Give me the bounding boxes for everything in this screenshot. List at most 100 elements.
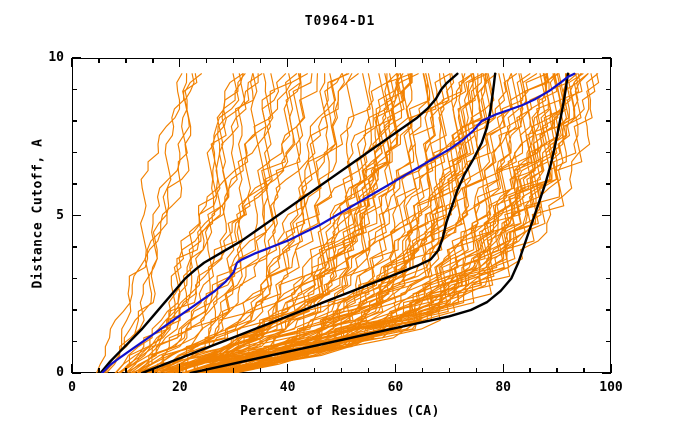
x-tick-top xyxy=(421,58,424,63)
y-tick-right xyxy=(606,120,611,122)
background-curve xyxy=(176,73,430,373)
background-curve xyxy=(214,73,528,373)
x-tick-bottom xyxy=(179,364,181,373)
background-curve xyxy=(209,73,547,373)
x-tick-bottom xyxy=(340,368,343,373)
background-curve xyxy=(151,73,359,373)
background-curve xyxy=(195,73,474,373)
x-tick-label: 20 xyxy=(171,380,188,395)
x-tick-bottom xyxy=(610,364,612,373)
y-tick-right xyxy=(606,246,611,248)
background-curve xyxy=(136,73,287,373)
y-tick-left xyxy=(72,214,81,217)
y-tick-right xyxy=(606,88,611,91)
y-tick-right xyxy=(606,183,611,185)
x-tick-top xyxy=(367,58,370,63)
y-tick-right xyxy=(606,151,611,154)
background-curve xyxy=(104,73,195,373)
background-curve xyxy=(133,73,298,373)
y-tick-left xyxy=(72,372,81,374)
background-curve xyxy=(149,73,353,373)
y-tick-left xyxy=(72,277,77,280)
background-curve xyxy=(169,73,411,373)
x-tick-top xyxy=(475,58,477,63)
y-axis-label: Distance Cutoff, A xyxy=(30,138,46,289)
background-curve xyxy=(227,73,582,373)
x-tick-top xyxy=(71,58,73,67)
x-tick-top xyxy=(179,58,181,67)
background-curve xyxy=(219,73,567,373)
x-tick-bottom xyxy=(98,368,100,373)
background-curve xyxy=(130,73,272,373)
y-tick-right xyxy=(606,277,611,280)
background-curve xyxy=(131,73,308,373)
x-tick-bottom xyxy=(529,368,531,373)
background-curve xyxy=(158,73,348,373)
x-tick-bottom xyxy=(475,368,477,373)
x-tick-top xyxy=(286,58,289,67)
x-tick-top xyxy=(259,58,262,63)
background-curve xyxy=(136,73,319,373)
y-tick-label: 0 xyxy=(56,365,64,380)
background-curves-group xyxy=(95,73,600,373)
x-tick-bottom xyxy=(502,364,504,373)
y-tick-label: 5 xyxy=(56,207,64,223)
x-tick-top xyxy=(152,58,154,63)
x-tick-label: 40 xyxy=(279,380,296,395)
y-tick-left xyxy=(72,57,81,59)
background-curve xyxy=(196,73,483,373)
background-curve xyxy=(223,73,583,373)
background-curve xyxy=(234,73,600,373)
y-tick-right xyxy=(606,309,611,311)
plot-canvas xyxy=(95,72,600,373)
background-curve xyxy=(193,73,467,373)
x-tick-bottom xyxy=(556,368,558,373)
x-tick-bottom xyxy=(313,368,316,373)
y-tick-right xyxy=(602,57,611,59)
y-tick-left xyxy=(72,246,77,248)
background-curve xyxy=(166,73,388,373)
x-tick-label: 0 xyxy=(68,380,76,395)
x-tick-top xyxy=(502,58,504,67)
background-curve xyxy=(169,73,405,373)
x-tick-top xyxy=(448,58,450,63)
background-curve xyxy=(193,73,455,373)
background-curve xyxy=(104,73,198,373)
x-tick-bottom xyxy=(286,364,289,373)
x-tick-top xyxy=(340,58,343,63)
y-tick-left xyxy=(72,120,77,122)
background-curve xyxy=(185,73,451,373)
y-tick-left xyxy=(72,309,77,311)
x-tick-bottom xyxy=(583,368,585,373)
background-curve xyxy=(234,73,583,373)
background-curve xyxy=(124,73,256,373)
background-curve xyxy=(148,73,328,373)
x-tick-bottom xyxy=(421,368,424,373)
background-curve xyxy=(158,73,398,373)
background-curve xyxy=(146,73,337,373)
x-tick-top xyxy=(313,58,316,63)
x-tick-bottom xyxy=(152,368,154,373)
x-tick-bottom xyxy=(394,364,397,373)
background-curve xyxy=(119,73,246,373)
x-tick-bottom xyxy=(206,368,208,373)
reference-curve-reference-curve-middle xyxy=(140,72,497,373)
x-tick-bottom xyxy=(233,368,235,373)
x-tick-bottom xyxy=(71,364,73,373)
background-curve xyxy=(222,73,568,373)
background-curve xyxy=(156,73,374,373)
x-tick-top xyxy=(394,58,397,67)
x-axis-label: Percent of Residues (CA) xyxy=(240,404,440,419)
x-tick-label: 100 xyxy=(599,380,623,395)
x-tick-bottom xyxy=(259,368,262,373)
x-tick-label: 80 xyxy=(495,380,512,395)
background-curve xyxy=(220,73,571,373)
background-curve xyxy=(102,73,190,373)
y-tick-left xyxy=(72,183,77,185)
y-tick-label: 10 xyxy=(48,50,64,65)
y-tick-left xyxy=(72,340,77,343)
background-curve xyxy=(192,73,488,373)
background-curve xyxy=(95,73,183,373)
background-curve xyxy=(185,73,450,373)
